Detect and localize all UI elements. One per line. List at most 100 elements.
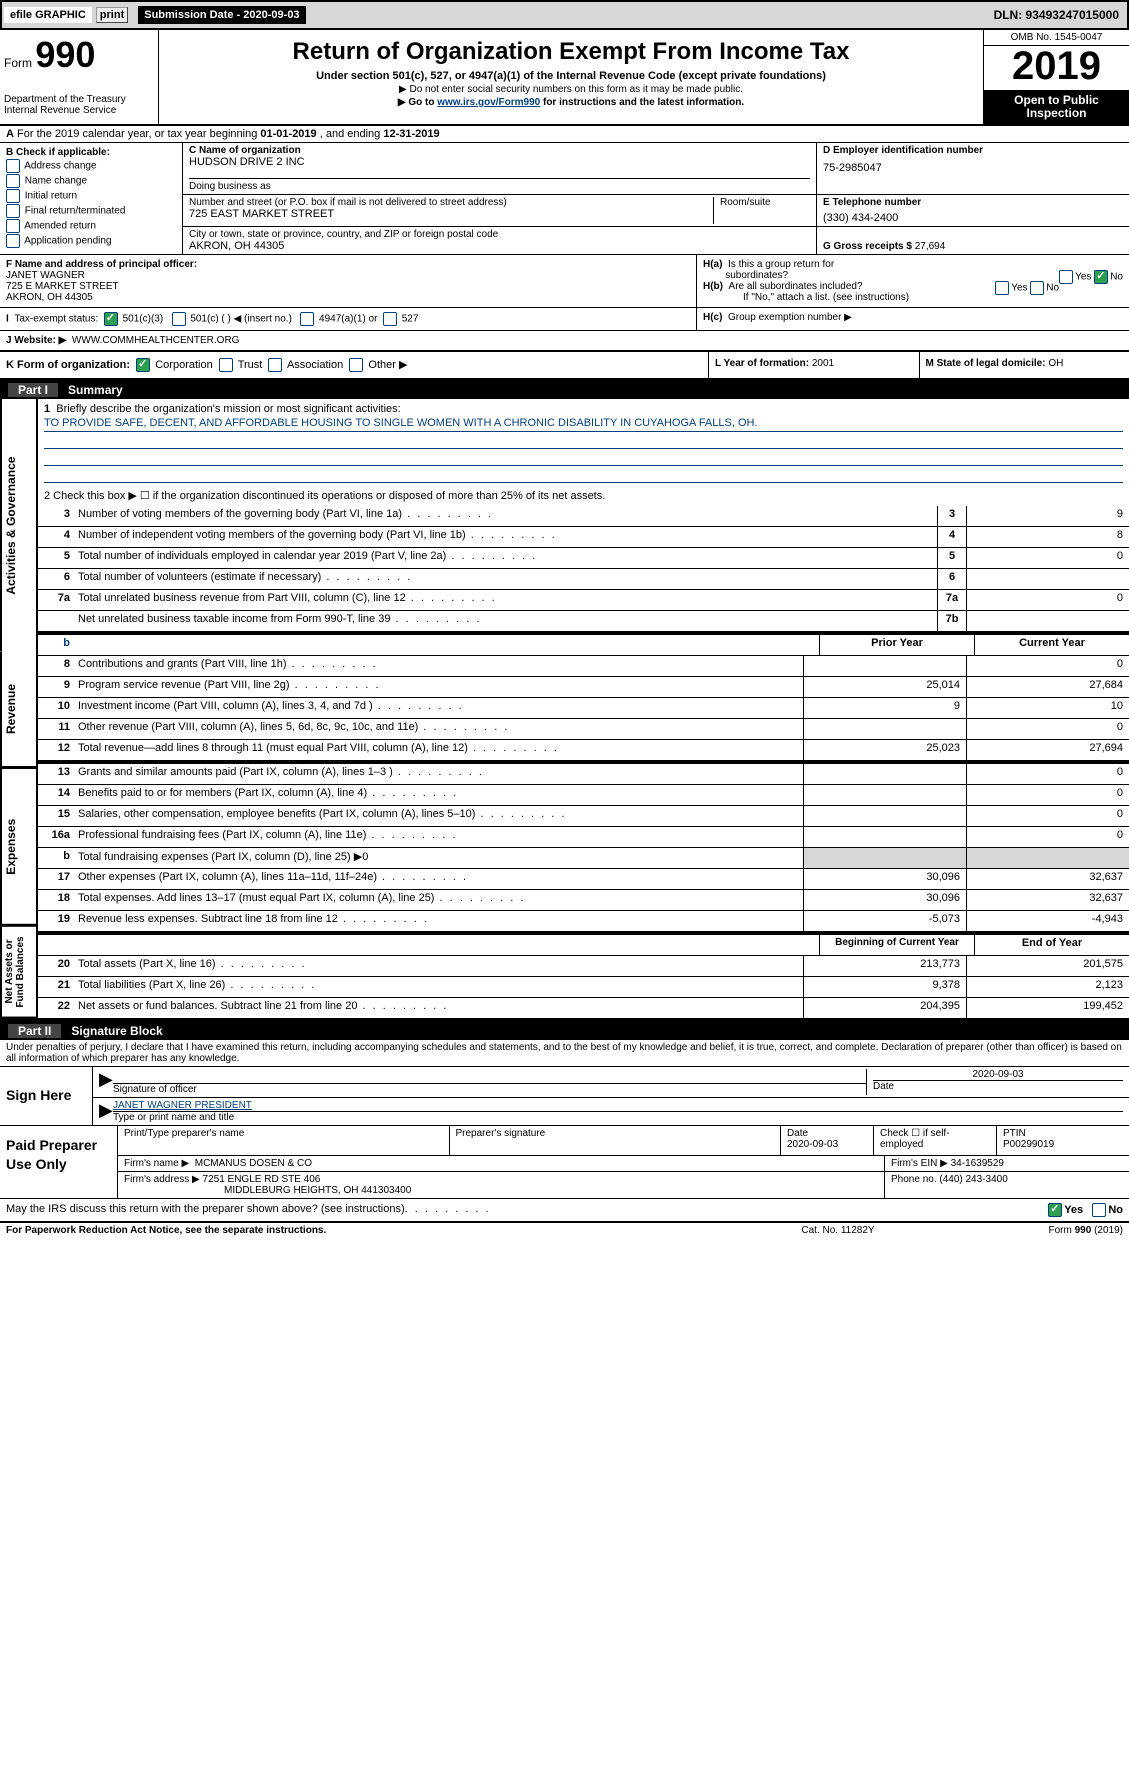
line-val: 0 bbox=[966, 590, 1129, 610]
current-val: 32,637 bbox=[966, 869, 1129, 889]
open-to-public-badge: Open to Public Inspection bbox=[984, 90, 1129, 124]
line-desc: Total unrelated business revenue from Pa… bbox=[74, 590, 937, 610]
sign-arrow-icon-2: ▶ bbox=[99, 1100, 113, 1123]
table-row: 20Total assets (Part X, line 16)213,7732… bbox=[38, 956, 1129, 977]
current-val: 199,452 bbox=[966, 998, 1129, 1018]
checkbox-address-change[interactable]: Address change bbox=[6, 159, 176, 173]
table-row: 21Total liabilities (Part X, line 26)9,3… bbox=[38, 977, 1129, 998]
table-row: 16aProfessional fundraising fees (Part I… bbox=[38, 827, 1129, 848]
self-employed-check[interactable]: Check ☐ if self-employed bbox=[880, 1128, 990, 1150]
line-box: 7a bbox=[937, 590, 966, 610]
line-box: 5 bbox=[937, 548, 966, 568]
current-val bbox=[966, 848, 1129, 868]
line-val bbox=[966, 569, 1129, 589]
checkbox-name-change[interactable]: Name change bbox=[6, 174, 176, 188]
line-2: 2 Check this box ▶ ☐ if the organization… bbox=[38, 485, 1129, 506]
current-val: 0 bbox=[966, 827, 1129, 847]
table-row: 6Total number of volunteers (estimate if… bbox=[38, 569, 1129, 590]
officer-name-title: JANET WAGNER PRESIDENT bbox=[113, 1100, 1123, 1112]
line-desc: Revenue less expenses. Subtract line 18 … bbox=[74, 911, 803, 931]
checkbox-527[interactable] bbox=[383, 312, 397, 326]
line-num: 15 bbox=[38, 806, 74, 826]
checkbox-corporation[interactable] bbox=[136, 358, 150, 372]
table-row: 4Number of independent voting members of… bbox=[38, 527, 1129, 548]
h-a: H(a) Is this a group return for subordin… bbox=[703, 259, 1123, 281]
checkbox-amended-return[interactable]: Amended return bbox=[6, 219, 176, 233]
current-val: -4,943 bbox=[966, 911, 1129, 931]
officer-addr1: 725 E MARKET STREET bbox=[6, 281, 690, 292]
page-title: Return of Organization Exempt From Incom… bbox=[167, 38, 975, 66]
part-i-body: Activities & Governance Revenue Expenses… bbox=[0, 399, 1129, 1022]
checkbox-final-return[interactable]: Final return/terminated bbox=[6, 204, 176, 218]
form-number: Form 990 bbox=[4, 34, 154, 76]
checkbox-initial-return[interactable]: Initial return bbox=[6, 189, 176, 203]
preparer-sig-label: Preparer's signature bbox=[456, 1128, 775, 1139]
prior-val: 30,096 bbox=[803, 890, 966, 910]
org-name: HUDSON DRIVE 2 INC bbox=[189, 156, 810, 168]
table-row: 8Contributions and grants (Part VIII, li… bbox=[38, 656, 1129, 677]
efile-link[interactable]: efile GRAPHIC bbox=[4, 7, 92, 23]
goto-note: ▶ Go to www.irs.gov/Form990 for instruct… bbox=[167, 97, 975, 108]
firm-ein-label: Firm's EIN ▶ bbox=[891, 1158, 948, 1169]
discuss-no-check[interactable] bbox=[1092, 1203, 1106, 1217]
side-label-revenue: Revenue bbox=[0, 652, 36, 769]
checkbox-501c[interactable] bbox=[172, 312, 186, 326]
line-num: 13 bbox=[38, 764, 74, 784]
line-desc: Investment income (Part VIII, column (A)… bbox=[74, 698, 803, 718]
name-title-label: Type or print name and title bbox=[113, 1112, 1123, 1123]
line-num: 12 bbox=[38, 740, 74, 760]
line-num: 22 bbox=[38, 998, 74, 1018]
line-box: 6 bbox=[937, 569, 966, 589]
subtitle: Under section 501(c), 527, or 4947(a)(1)… bbox=[167, 70, 975, 82]
state-domicile: M State of legal domicile: OH bbox=[920, 352, 1129, 378]
checkbox-4947[interactable] bbox=[300, 312, 314, 326]
line-box: 3 bbox=[937, 506, 966, 526]
current-val: 0 bbox=[966, 764, 1129, 784]
preparer-name-label: Print/Type preparer's name bbox=[124, 1128, 443, 1139]
row-k-l-m: K Form of organization: Corporation Trus… bbox=[0, 352, 1129, 381]
perjury-declaration: Under penalties of perjury, I declare th… bbox=[0, 1040, 1129, 1067]
prior-val: 25,023 bbox=[803, 740, 966, 760]
prior-val: 9 bbox=[803, 698, 966, 718]
sign-arrow-icon: ▶ bbox=[99, 1069, 113, 1095]
checkbox-trust[interactable] bbox=[219, 358, 233, 372]
discuss-yes-check[interactable] bbox=[1048, 1203, 1062, 1217]
firm-name-value: MCMANUS DOSEN & CO bbox=[195, 1158, 312, 1169]
checkbox-association[interactable] bbox=[268, 358, 282, 372]
line-num: 17 bbox=[38, 869, 74, 889]
year-formation: L Year of formation: 2001 bbox=[709, 352, 920, 378]
line-desc: Benefits paid to or for members (Part IX… bbox=[74, 785, 803, 805]
instructions-link[interactable]: www.irs.gov/Form990 bbox=[437, 97, 540, 108]
mission-blank-1 bbox=[44, 434, 1123, 449]
line-num: 10 bbox=[38, 698, 74, 718]
room-suite-label: Room/suite bbox=[720, 197, 810, 208]
table-row: 7aTotal unrelated business revenue from … bbox=[38, 590, 1129, 611]
department-label: Department of the Treasury Internal Reve… bbox=[4, 94, 154, 116]
paid-preparer-section: Paid Preparer Use Only Print/Type prepar… bbox=[0, 1126, 1129, 1199]
table-row: 13Grants and similar amounts paid (Part … bbox=[38, 764, 1129, 785]
table-row: 5Total number of individuals employed in… bbox=[38, 548, 1129, 569]
line-num: 16a bbox=[38, 827, 74, 847]
checkbox-other[interactable] bbox=[349, 358, 363, 372]
mission-text: TO PROVIDE SAFE, DECENT, AND AFFORDABLE … bbox=[44, 415, 1123, 432]
sign-here-label: Sign Here bbox=[0, 1067, 93, 1125]
checkbox-501c3[interactable] bbox=[104, 312, 118, 326]
website-url[interactable]: WWW.COMMHEALTHCENTER.ORG bbox=[72, 335, 240, 346]
current-val: 0 bbox=[966, 806, 1129, 826]
current-val: 0 bbox=[966, 785, 1129, 805]
table-row: bTotal fundraising expenses (Part IX, co… bbox=[38, 848, 1129, 869]
checkbox-application-pending[interactable]: Application pending bbox=[6, 234, 176, 248]
sig-date-label: Date bbox=[873, 1080, 1123, 1092]
table-row: 19Revenue less expenses. Subtract line 1… bbox=[38, 911, 1129, 932]
line-num: 8 bbox=[38, 656, 74, 676]
line-num: b bbox=[38, 848, 74, 868]
line-desc: Other expenses (Part IX, column (A), lin… bbox=[74, 869, 803, 889]
tax-year: 2019 bbox=[984, 46, 1129, 90]
section-e-label: E Telephone number bbox=[823, 197, 1123, 208]
print-button[interactable]: print bbox=[96, 7, 128, 23]
current-val: 32,637 bbox=[966, 890, 1129, 910]
officer-addr2: AKRON, OH 44305 bbox=[6, 292, 690, 303]
top-action-bar: efile GRAPHIC print Submission Date - 20… bbox=[0, 0, 1129, 30]
submission-date-label: Submission Date - 2020-09-03 bbox=[138, 6, 305, 24]
line-desc: Number of independent voting members of … bbox=[74, 527, 937, 547]
